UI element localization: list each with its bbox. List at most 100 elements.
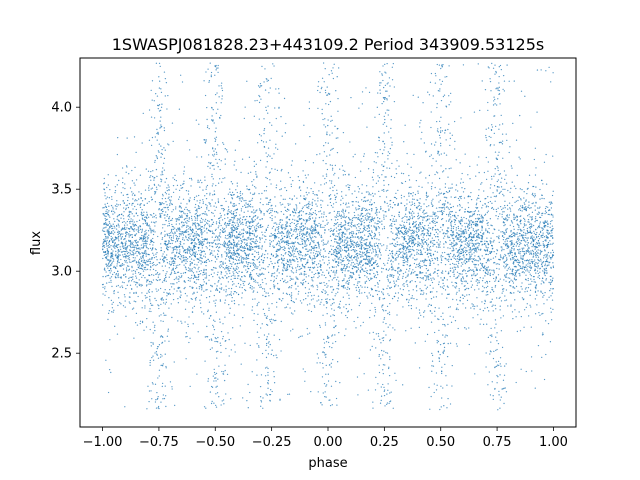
data-point (485, 352, 487, 354)
data-point (338, 213, 341, 215)
data-point (295, 231, 297, 233)
data-point (502, 379, 505, 381)
data-point (393, 245, 396, 247)
data-point (152, 342, 154, 344)
data-point (328, 195, 331, 197)
data-point (229, 188, 231, 190)
data-point (436, 217, 439, 219)
data-point (526, 303, 528, 305)
data-point (125, 270, 128, 272)
data-point (550, 275, 552, 278)
data-point (552, 251, 555, 254)
data-point (329, 154, 331, 156)
data-point (170, 257, 172, 259)
data-point (431, 354, 434, 357)
data-point (140, 213, 142, 216)
data-point (128, 265, 130, 267)
data-point (333, 233, 335, 235)
data-point (143, 266, 146, 269)
data-point (350, 242, 352, 244)
data-point (335, 90, 337, 92)
data-point (259, 284, 262, 286)
data-point (449, 210, 451, 213)
data-point (447, 235, 449, 237)
data-point (441, 80, 444, 82)
data-point (452, 246, 454, 248)
data-point (302, 229, 305, 231)
data-point (267, 353, 270, 355)
data-point (356, 296, 358, 298)
data-point (434, 173, 436, 176)
data-point (248, 200, 250, 202)
data-point (233, 234, 236, 237)
data-point (492, 192, 494, 194)
data-point (170, 271, 173, 273)
data-point (161, 265, 163, 267)
data-point (123, 274, 125, 276)
data-point (135, 229, 137, 231)
data-point (110, 299, 113, 302)
data-point (549, 289, 551, 292)
data-point (290, 228, 292, 230)
data-point (270, 318, 273, 320)
data-point (211, 386, 214, 388)
data-point (441, 229, 444, 231)
data-point (508, 202, 511, 204)
data-point (158, 369, 161, 371)
data-point (430, 260, 432, 262)
data-point (188, 249, 190, 251)
data-point (328, 250, 331, 253)
data-point (358, 238, 360, 240)
data-point (515, 316, 517, 318)
data-point (481, 264, 483, 266)
data-point (390, 260, 392, 262)
data-point (228, 252, 231, 254)
data-point (376, 263, 379, 265)
data-point (322, 220, 324, 222)
data-point (323, 183, 326, 185)
data-point (202, 231, 204, 233)
data-point (247, 257, 250, 260)
data-point (463, 197, 466, 199)
data-point (265, 342, 268, 345)
data-point (195, 226, 197, 228)
data-point (170, 286, 173, 288)
data-point (138, 238, 141, 241)
data-point (188, 210, 191, 212)
data-point (203, 290, 205, 292)
data-point (110, 268, 112, 270)
data-point (331, 404, 333, 406)
data-point (382, 383, 384, 386)
data-point (450, 223, 452, 225)
data-point (216, 245, 219, 248)
data-point (205, 139, 207, 141)
data-point (328, 280, 330, 282)
data-point (205, 407, 207, 409)
data-point (153, 184, 156, 186)
data-point (358, 253, 360, 255)
data-point (201, 287, 203, 289)
data-point (383, 318, 385, 320)
data-point (284, 253, 286, 255)
data-point (535, 233, 537, 236)
data-point (170, 219, 172, 222)
data-point (242, 228, 245, 230)
data-point (395, 284, 397, 286)
data-point (372, 195, 374, 197)
data-point (462, 191, 465, 193)
data-point (109, 256, 112, 258)
data-point (239, 234, 242, 236)
data-point (231, 224, 233, 226)
data-point (456, 258, 459, 260)
data-point (198, 215, 200, 217)
data-point (391, 252, 393, 254)
data-point (212, 194, 214, 196)
data-point (497, 263, 499, 265)
data-point (377, 175, 379, 177)
data-point (350, 226, 353, 228)
data-point (359, 263, 361, 266)
data-point (138, 284, 141, 287)
data-point (214, 340, 216, 343)
data-point (158, 208, 160, 210)
data-point (417, 96, 419, 98)
